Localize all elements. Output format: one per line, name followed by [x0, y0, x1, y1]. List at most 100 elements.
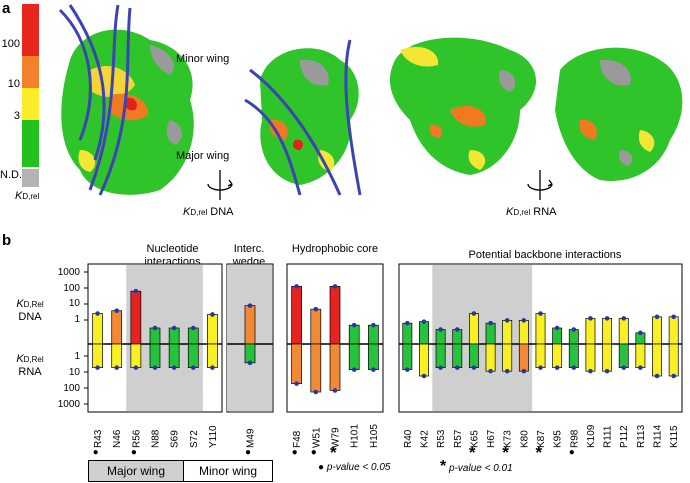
residue-label-R114: R114: [653, 424, 664, 448]
bar-rna-N46: [111, 343, 123, 368]
residue-label-K73: K73: [503, 430, 514, 448]
point-rna-F48: [294, 381, 299, 386]
significance-star-icon: *: [330, 443, 337, 462]
point-rna-N88: [152, 365, 158, 370]
ytick-lower-1: 1: [74, 351, 80, 362]
bar-dna-S72: [187, 327, 199, 345]
point-dna-W51: [313, 306, 319, 312]
bar-dna-R114: [652, 316, 662, 345]
ytick-upper-100: 100: [63, 283, 80, 294]
bar-dna-W79: [329, 286, 341, 345]
point-rna-M49: [247, 360, 253, 366]
bar-rna-R40: [402, 343, 413, 370]
panel-b-letter: b: [2, 232, 12, 249]
bar-rna-R113: [635, 343, 646, 368]
major-wing-label: Major wing: [176, 150, 230, 162]
group-title-hydrophobic: Hydrophobic core: [291, 243, 379, 255]
rotation-arrow-rna: [527, 170, 553, 200]
bar-rna-K42: [419, 343, 429, 377]
legend-p05: ● p-value < 0.05: [318, 462, 391, 473]
significance-dot-icon: ●: [568, 447, 575, 458]
group-title-backbone: Potential backbone interactions: [468, 249, 622, 261]
protein-structures: [58, 4, 683, 200]
point-rna-R114: [654, 373, 660, 379]
point-rna-K95: [554, 365, 560, 370]
dot-marker-icon: ●: [318, 462, 325, 473]
point-rna-R53: [438, 365, 443, 370]
point-dna-R111: [604, 316, 610, 321]
bar-rna-R57: [452, 343, 463, 368]
significance-star-icon: *: [535, 443, 543, 462]
bar-rna-W51: [310, 343, 322, 393]
bar-rna-R43: [92, 343, 103, 368]
residue-label-Y110: Y110: [208, 425, 219, 448]
ytick-lower-1000: 1000: [57, 399, 80, 410]
residue-label-R56: R56: [131, 429, 142, 448]
bar-rna-R98: [568, 343, 579, 368]
bar-dna-K80: [518, 320, 529, 345]
bar-rna-S69: [168, 343, 180, 368]
colorbar-red: [22, 4, 39, 56]
residue-label-W51: W51: [311, 427, 322, 448]
bar-rna-H67: [485, 343, 496, 372]
residue-label-K115: K115: [669, 425, 680, 448]
residue-label-N46: N46: [112, 429, 123, 448]
bar-dna-R43: [92, 313, 103, 345]
bar-rna-H101: [348, 343, 360, 370]
residue-label-S69: S69: [170, 430, 181, 448]
bar-rna-R53: [435, 343, 446, 368]
bar-rna-K109: [585, 343, 596, 372]
bar-rna-K80: [518, 343, 529, 372]
point-dna-H101: [351, 322, 357, 328]
residue-label-H67: H67: [486, 429, 497, 448]
point-dna-K65: [471, 311, 477, 316]
point-dna-R43: [95, 311, 100, 316]
bar-dna-K115: [668, 316, 679, 345]
point-dna-K42: [421, 319, 427, 324]
point-dna-N46: [114, 308, 120, 314]
point-rna-S72: [190, 365, 196, 370]
point-rna-R57: [454, 365, 460, 370]
bar-rna-K115: [668, 343, 679, 377]
point-dna-H105: [371, 322, 376, 328]
point-dna-K115: [671, 314, 676, 320]
point-rna-W51: [313, 389, 319, 395]
rotation-arrow-dna: [207, 170, 233, 200]
point-dna-Y110: [210, 312, 215, 317]
point-dna-K95: [554, 325, 560, 331]
significance-dot-icon: ●: [310, 447, 317, 458]
protein-dna-back: [244, 39, 362, 196]
residue-label-R53: R53: [436, 429, 447, 448]
point-dna-R53: [438, 327, 443, 332]
bar-dna-K109: [585, 318, 596, 345]
residue-label-S72: S72: [189, 430, 200, 448]
point-rna-K109: [588, 368, 593, 374]
residue-label-R43: R43: [93, 429, 104, 448]
minor-wing-label: Minor wing: [176, 53, 230, 65]
point-rna-K65: [471, 365, 477, 370]
colorbar-orange: [22, 56, 39, 88]
ytick-lower-100: 100: [63, 383, 80, 394]
point-dna-K87: [538, 311, 543, 316]
legend-minor-wing: Minor wing: [183, 460, 273, 482]
colorbar-grey: [22, 169, 39, 187]
bar-rna-R56: [130, 343, 142, 368]
colorbar-tick-10: 10: [7, 78, 20, 90]
bar-rna-K87: [535, 343, 546, 368]
point-dna-K73: [504, 318, 510, 323]
ytick-lower-10: 10: [68, 367, 80, 378]
residue-label-K87: K87: [536, 430, 547, 448]
bar-dna-K42: [419, 321, 429, 345]
bar-rna-F48: [291, 343, 302, 384]
bar-dna-R111: [602, 318, 613, 345]
rna-structure-label: KD,rel RNA: [506, 206, 557, 218]
bar-rna-W79: [329, 343, 341, 391]
bar-dna-K95: [552, 327, 563, 345]
point-dna-P112: [621, 316, 627, 321]
point-rna-R111: [604, 368, 610, 374]
bar-rna-Y110: [207, 343, 218, 368]
point-rna-K115: [671, 373, 676, 379]
point-rna-H101: [351, 367, 357, 372]
residue-label-M49: M49: [246, 428, 257, 448]
row-label-dna: KD,Rel DNA: [16, 298, 44, 323]
